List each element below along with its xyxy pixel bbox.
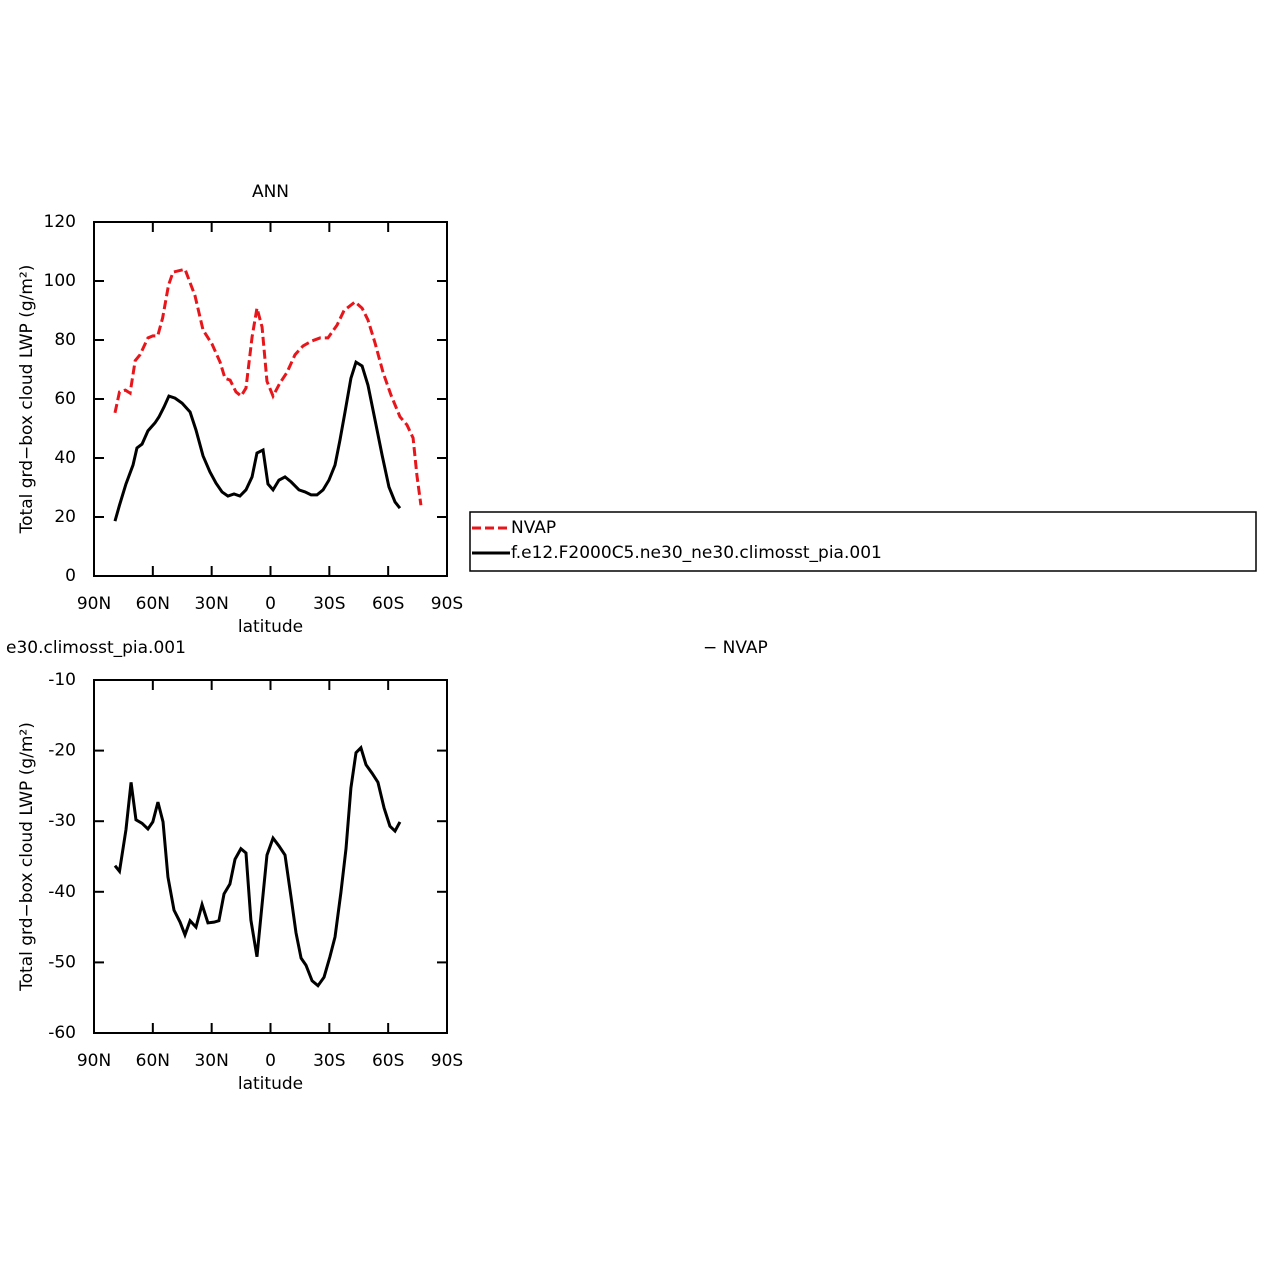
y-axis-label: Total grd−box cloud LWP (g/m²)	[17, 722, 37, 992]
x-tick-label: 30S	[313, 1051, 345, 1071]
x-tick-label: 90S	[431, 1051, 463, 1071]
y-axis-label: Total grd−box cloud LWP (g/m²)	[17, 265, 37, 535]
y-tick-label: -10	[48, 670, 76, 690]
data-line	[113, 267, 423, 506]
y-tick-label: -40	[48, 882, 76, 902]
chart-title: ANN	[252, 182, 289, 202]
x-tick-label: 90N	[77, 1051, 111, 1071]
x-tick-label: 60N	[136, 1051, 170, 1071]
y-tick-label: -50	[48, 952, 76, 972]
y-tick-label: -20	[48, 741, 76, 761]
x-tick-label: 30S	[313, 594, 345, 614]
x-tick-label: 0	[265, 594, 276, 614]
legend-label: f.e12.F2000C5.ne30_ne30.climosst_pia.001	[511, 543, 882, 563]
chart-title: e30.climosst_pia.001	[6, 638, 186, 658]
y-tick-label: 80	[54, 330, 76, 350]
x-tick-label: 60S	[372, 594, 404, 614]
y-tick-label: 120	[44, 212, 76, 232]
legend-label: NVAP	[511, 518, 556, 538]
x-tick-label: 60S	[372, 1051, 404, 1071]
y-tick-label: 0	[65, 566, 76, 586]
y-tick-label: -60	[48, 1023, 76, 1043]
plot-frame	[93, 679, 448, 1034]
data-line	[113, 359, 402, 522]
x-tick-label: 90N	[77, 594, 111, 614]
chart-title: − NVAP	[703, 638, 768, 658]
y-tick-label: 60	[54, 389, 76, 409]
y-tick-label: -30	[48, 811, 76, 831]
x-tick-label: 30N	[194, 594, 228, 614]
data-line	[113, 744, 402, 988]
y-tick-label: 40	[54, 448, 76, 468]
x-tick-label: 0	[265, 1051, 276, 1071]
y-tick-label: 20	[54, 507, 76, 527]
plot-frame	[93, 221, 448, 577]
y-tick-label: 100	[44, 271, 76, 291]
x-tick-label: 90S	[431, 594, 463, 614]
x-tick-label: 60N	[136, 594, 170, 614]
legend-box	[469, 511, 1257, 572]
x-axis-label: latitude	[238, 1074, 303, 1094]
x-axis-label: latitude	[238, 617, 303, 637]
x-tick-label: 30N	[194, 1051, 228, 1071]
